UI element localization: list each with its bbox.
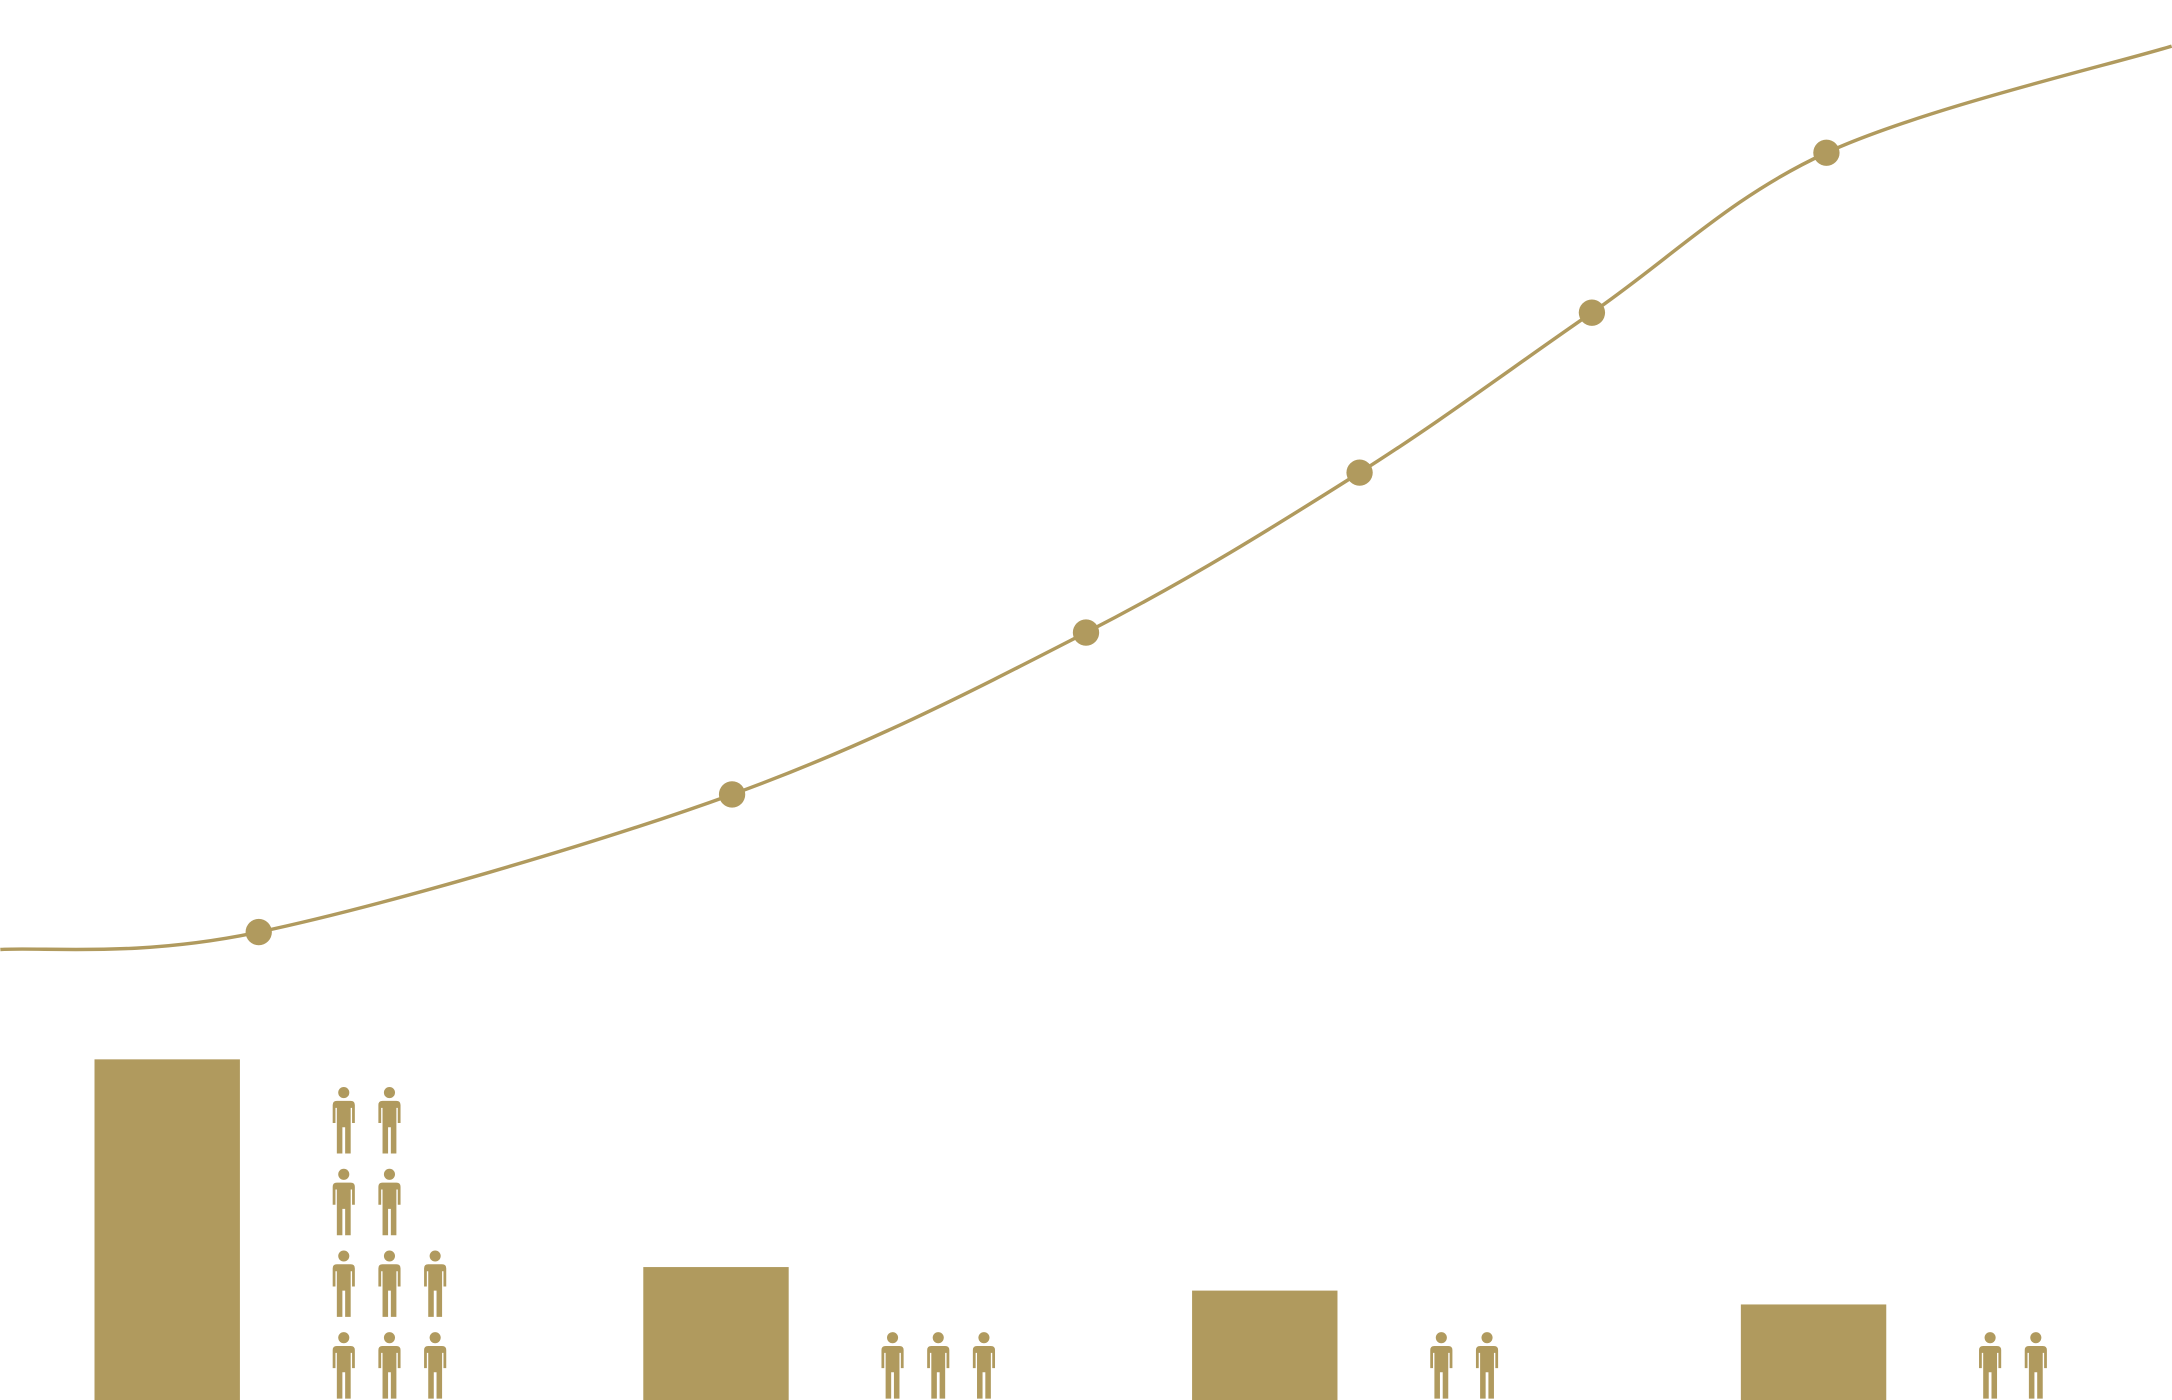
person-icon [881,1332,904,1399]
person-body [424,1264,447,1317]
person-body [1430,1345,1453,1399]
person-body [1475,1345,1499,1399]
person-icon [1430,1332,1453,1399]
person-head [887,1332,899,1344]
person-head [383,1168,396,1180]
person-body [332,1100,355,1154]
bar [1740,1304,1887,1400]
bar [643,1267,789,1400]
person-body [332,1182,355,1236]
person-head [1435,1332,1447,1344]
person-icon [1979,1332,2002,1399]
person-icon [332,1168,355,1236]
bar [1192,1290,1338,1400]
people-icons [1430,1332,1499,1399]
person-head [338,1250,350,1262]
person-head [338,1087,350,1099]
person-head [978,1332,990,1344]
person-icon [378,1087,401,1154]
person-icon [332,1332,355,1399]
person-head [429,1332,441,1344]
trend-line [0,44,2172,952]
person-icon [424,1332,447,1399]
people-icons [1979,1332,2047,1399]
person-body [378,1182,401,1236]
person-icon [972,1332,996,1399]
person-body [881,1345,904,1399]
person-body [378,1100,401,1154]
person-head [1481,1332,1493,1344]
person-body [332,1264,355,1317]
person-body [378,1345,401,1399]
person-head [338,1332,350,1344]
person-icon [424,1250,447,1317]
person-icon [378,1332,401,1399]
line-point [1813,139,1840,166]
person-head [338,1168,350,1180]
line-point [718,781,746,808]
person-body [378,1264,401,1317]
bar [94,1059,240,1400]
person-head [383,1250,396,1262]
person-head [429,1250,441,1262]
person-icon [927,1332,950,1399]
person-body [424,1345,447,1399]
line-point [1346,459,1373,486]
person-icon [332,1250,355,1317]
person-body [2024,1345,2047,1399]
person-body [1979,1345,2002,1399]
line-point [1578,299,1606,326]
person-body [927,1345,950,1399]
person-icon [2024,1332,2047,1399]
person-body [332,1345,355,1399]
person-icon [1475,1332,1499,1399]
bar-area [94,1059,2047,1400]
line-point [245,918,272,946]
person-icon [332,1087,355,1154]
person-head [383,1087,396,1099]
person-head [2030,1332,2042,1344]
person-head [383,1332,396,1344]
line-point [1072,619,1100,646]
person-icon [378,1250,401,1317]
person-icon [378,1168,401,1236]
person-body [972,1345,996,1399]
people-icons [881,1332,996,1399]
person-head [932,1332,944,1344]
people-icons [332,1087,447,1399]
person-head [1984,1332,1996,1344]
